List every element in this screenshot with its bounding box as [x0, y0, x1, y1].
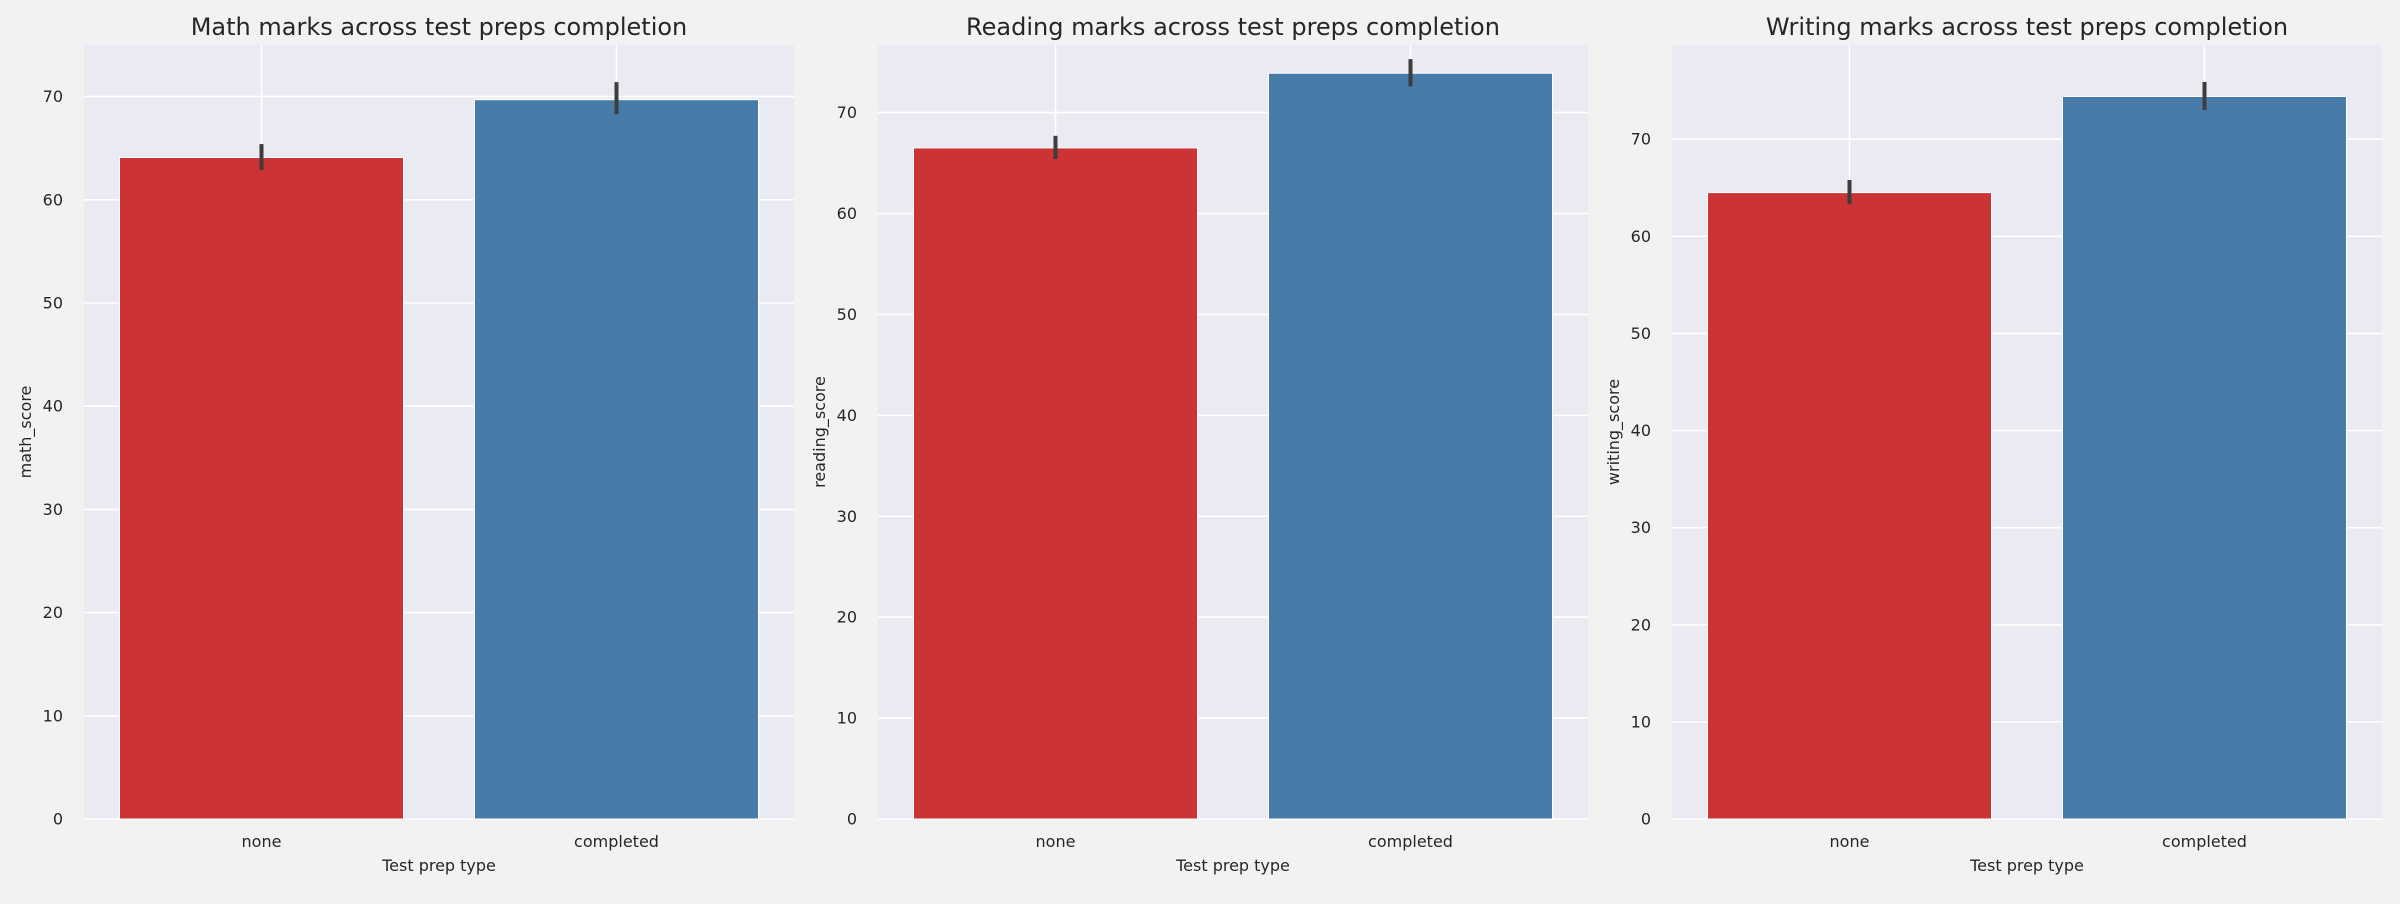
y-tick-label: 20 [1631, 615, 1651, 634]
x-tick-label: completed [1368, 832, 1453, 851]
y-axis-label: writing_score [1604, 379, 1624, 485]
bar-completed [1268, 72, 1553, 820]
y-tick-label: 40 [43, 397, 63, 416]
y-tick-label: 20 [837, 608, 857, 627]
y-tick-label: 0 [1641, 810, 1651, 829]
y-tick-label: 50 [837, 305, 857, 324]
chart-panel: none completed 0 10 20 30 40 50 60 70 Reading mark… [810, 13, 1588, 875]
bar-completed [2062, 95, 2347, 820]
y-tick-label: 50 [1631, 324, 1651, 343]
x-tick-label: completed [2162, 832, 2247, 851]
chart-title: Writing marks across test preps completi… [1766, 13, 2288, 41]
y-tick-label: 60 [1631, 227, 1651, 246]
x-axis-label: Test prep type [1969, 856, 2084, 875]
chart-title: Math marks across test preps completion [191, 13, 688, 41]
bar-none [1707, 192, 1992, 820]
y-tick-label: 10 [43, 706, 63, 725]
x-tick-label: none [1830, 832, 1870, 851]
y-tick-label: 60 [837, 204, 857, 223]
y-tick-label: 20 [43, 603, 63, 622]
y-tick-label: 50 [43, 294, 63, 313]
x-axis-label: Test prep type [1175, 856, 1290, 875]
x-tick-label: none [242, 832, 282, 851]
y-tick-label: 0 [847, 810, 857, 829]
chart-title: Reading marks across test preps completi… [966, 13, 1500, 41]
y-tick-label: 10 [1631, 712, 1651, 731]
x-tick-label: none [1036, 832, 1076, 851]
y-tick-label: 30 [837, 507, 857, 526]
chart-panel: none completed 0 10 20 30 40 50 60 70 Writing mark… [1604, 13, 2382, 875]
y-tick-label: 70 [1631, 130, 1651, 149]
bar-none [119, 156, 404, 820]
y-tick-label: 30 [43, 500, 63, 519]
y-tick-label: 40 [1631, 421, 1651, 440]
y-tick-label: 30 [1631, 518, 1651, 537]
x-axis-label: Test prep type [381, 856, 496, 875]
chart-panel: none completed 0 10 20 30 40 50 60 70 Math marks a… [16, 13, 794, 875]
y-tick-label: 0 [53, 810, 63, 829]
y-axis-label: math_score [16, 386, 36, 479]
y-tick-label: 70 [837, 103, 857, 122]
x-tick-label: completed [574, 832, 659, 851]
y-tick-label: 40 [837, 406, 857, 425]
y-tick-label: 60 [43, 190, 63, 209]
bar-completed [474, 99, 759, 820]
bar-none [913, 147, 1198, 820]
y-tick-label: 70 [43, 87, 63, 106]
y-tick-label: 10 [837, 709, 857, 728]
y-axis-label: reading_score [810, 376, 830, 488]
